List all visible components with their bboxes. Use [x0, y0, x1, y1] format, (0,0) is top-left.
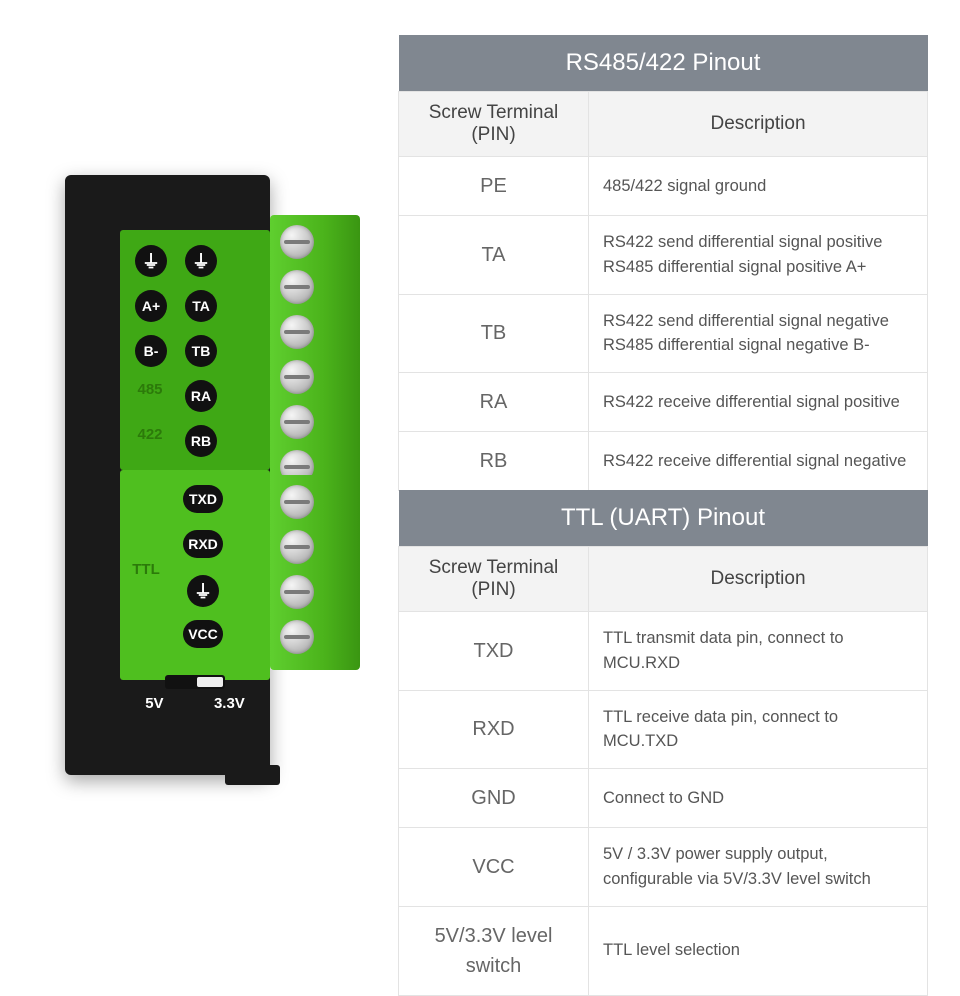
device-foot [225, 765, 280, 785]
pin-rxd: RXD [183, 530, 223, 558]
pin-txd: TXD [183, 485, 223, 513]
table-row: TA RS422 send differential signal positi… [399, 216, 928, 295]
pin-tb: TB [185, 335, 217, 367]
table-row: RA RS422 receive differential signal pos… [399, 373, 928, 432]
ttl-desc-0: TTL transmit data pin, connect to MCU.RX… [589, 612, 928, 691]
ttl-pin-2: GND [399, 769, 589, 828]
label-3v3: 3.3V [214, 695, 245, 712]
rs-desc-1: RS422 send differential signal positiveR… [589, 216, 928, 295]
screw-icon [280, 575, 314, 609]
pin-ta: TA [185, 290, 217, 322]
ttl-table-title: TTL (UART) Pinout [399, 490, 928, 547]
ttl-pin-1: RXD [399, 690, 589, 769]
ttl-desc-4: TTL level selection [589, 906, 928, 995]
pin-vcc: VCC [183, 620, 223, 648]
screw-icon [280, 225, 314, 259]
rs-pin-4: RB [399, 432, 589, 491]
rs-pin-3: RA [399, 373, 589, 432]
level-switch-slot [165, 675, 225, 689]
screw-icon [280, 485, 314, 519]
ttl-desc-2: Connect to GND [589, 769, 928, 828]
ttl-desc-3: 5V / 3.3V power supply output, configura… [589, 828, 928, 907]
rs-pin-0: PE [399, 157, 589, 216]
table-row: 5V/3.3V level switch TTL level selection [399, 906, 928, 995]
table-row: RB RS422 receive differential signal neg… [399, 432, 928, 491]
label-5v: 5V [145, 695, 163, 712]
ttl-pin-0: TXD [399, 612, 589, 691]
pin-gnd-1-icon [135, 245, 167, 277]
table-row: TB RS422 send differential signal negati… [399, 294, 928, 373]
ttl-col-pin: Screw Terminal (PIN) [399, 547, 589, 612]
table-row: GND Connect to GND [399, 769, 928, 828]
rs-desc-4: RS422 receive differential signal negati… [589, 432, 928, 491]
screw-icon [280, 360, 314, 394]
pin-ra: RA [185, 380, 217, 412]
table-ttl-uart: TTL (UART) Pinout Screw Terminal (PIN) D… [398, 490, 928, 996]
pin-ttl-gnd-icon [187, 575, 219, 607]
pin-rb: RB [185, 425, 217, 457]
ttl-pin-4: 5V/3.3V level switch [399, 906, 589, 995]
label-485: 485 [125, 375, 175, 403]
screw-icon [280, 530, 314, 564]
pin-b-minus: B- [135, 335, 167, 367]
ttl-desc-1: TTL receive data pin, connect to MCU.TXD [589, 690, 928, 769]
level-switch-knob[interactable] [197, 677, 223, 687]
rs-pin-2: TB [399, 294, 589, 373]
screw-icon [280, 620, 314, 654]
label-422: 422 [125, 420, 175, 448]
terminal-block-top [270, 215, 360, 490]
screw-icon [280, 270, 314, 304]
screw-icon [280, 405, 314, 439]
table-row: PE 485/422 signal ground [399, 157, 928, 216]
voltage-labels: 5V 3.3V [120, 695, 270, 712]
table-rs485-422: RS485/422 Pinout Screw Terminal (PIN) De… [398, 35, 928, 491]
rs-col-pin: Screw Terminal (PIN) [399, 92, 589, 157]
table-row: VCC 5V / 3.3V power supply output, confi… [399, 828, 928, 907]
table-row: TXD TTL transmit data pin, connect to MC… [399, 612, 928, 691]
rs-desc-3: RS422 receive differential signal positi… [589, 373, 928, 432]
ttl-col-desc: Description [589, 547, 928, 612]
pin-gnd-2-icon [185, 245, 217, 277]
rs-desc-0: 485/422 signal ground [589, 157, 928, 216]
ttl-pin-3: VCC [399, 828, 589, 907]
label-ttl: TTL [123, 555, 169, 583]
rs-pin-1: TA [399, 216, 589, 295]
rs-table-title: RS485/422 Pinout [399, 35, 928, 92]
table-row: RXD TTL receive data pin, connect to MCU… [399, 690, 928, 769]
terminal-block-bottom [270, 475, 360, 670]
device-illustration: A+ B- 485 422 TA TB RA RB TTL TXD RXD VC… [65, 175, 355, 795]
screw-icon [280, 315, 314, 349]
rs-desc-2: RS422 send differential signal negativeR… [589, 294, 928, 373]
pin-a-plus: A+ [135, 290, 167, 322]
rs-col-desc: Description [589, 92, 928, 157]
